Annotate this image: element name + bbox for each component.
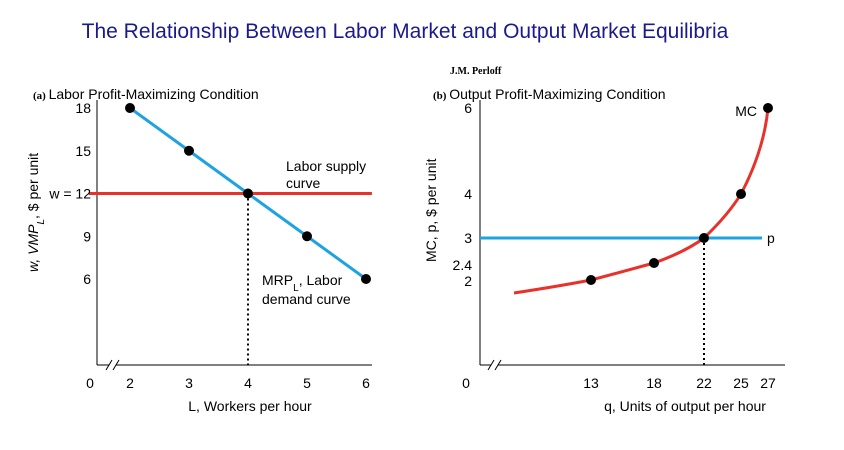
labor-y-tick-label: 15 [75,143,91,159]
author-credit: J.M. Perloff [450,66,502,77]
labor-demand-point [125,103,135,113]
output-axis-break-mark [487,359,495,371]
labor-x-tick-label: 6 [362,375,370,391]
output-y-tick-label: 2 [464,273,472,289]
labor-demand-annotation: demand curve [262,291,351,307]
labor-demand-point [184,145,194,156]
output-price-label: p [767,230,775,246]
labor-panel: (a) Labor Profit-Maximizing Condition 6 9 1… [25,86,372,414]
labor-y-tick-label: 6 [83,271,91,287]
output-mc-point [763,103,773,113]
labor-y-tick-label: 9 [83,228,91,244]
output-mc-point [699,233,709,243]
output-panel: (b) Output Profit-Maximizing Condition22… [423,86,785,414]
output-x-axis-label: q, Units of output per hour [604,398,766,414]
labor-demand-point [361,274,371,284]
labor-demand-point [302,231,312,242]
labor-x-axis-label: L, Workers per hour [188,398,312,414]
output-x-tick-label: 13 [583,375,599,391]
labor-demand-point [243,188,253,199]
output-axis-break-gap [491,360,498,370]
labor-panel-title: (a) Labor Profit-Maximizing Condition [33,86,259,102]
labor-y-axis-label: w, VMPL, $ per unit [25,153,47,272]
output-mc-point [586,275,596,285]
output-mc-point [736,189,746,199]
output-mc-label: MC [735,103,757,119]
labor-x-tick-label: 2 [126,375,134,391]
labor-y-tick-label: 18 [75,100,91,116]
output-y-tick-label: 2.4 [453,257,473,273]
output-x-tick-label: 18 [646,375,662,391]
labor-x-tick-label: 4 [244,375,252,391]
output-mc-curve [513,107,770,295]
output-y-tick-label: 3 [464,230,472,246]
labor-supply-annotation: curve [286,175,320,191]
labor-x-tick-label: 3 [185,375,193,391]
labor-supply-annotation: Labor supply [286,158,366,174]
output-origin-label: 0 [462,375,470,391]
labor-axis-break-mark [105,359,113,371]
output-x-tick-label: 27 [760,375,776,391]
output-y-tick-label: 6 [464,100,472,116]
labor-axis-break-gap [109,360,116,370]
labor-x-tick-label: 5 [303,375,311,391]
page-title: The Relationship Between Labor Market an… [81,20,729,43]
output-x-tick-label: 22 [696,375,712,391]
output-panel-title: (b) Output Profit-Maximizing Condition [433,86,666,102]
labor-wage-tick-label: w = 12 [48,186,91,202]
output-mc-point [649,258,659,268]
labor-origin-label: 0 [86,375,94,391]
labor-demand-annotation: MRPL, Labor [262,272,343,294]
output-y-tick-label: 4 [464,186,472,202]
output-x-tick-label: 25 [733,375,749,391]
output-axis-break-mark [494,359,502,371]
output-y-axis-label: MC, p, $ per unit [423,158,439,262]
labor-axis-break-mark [112,359,120,371]
